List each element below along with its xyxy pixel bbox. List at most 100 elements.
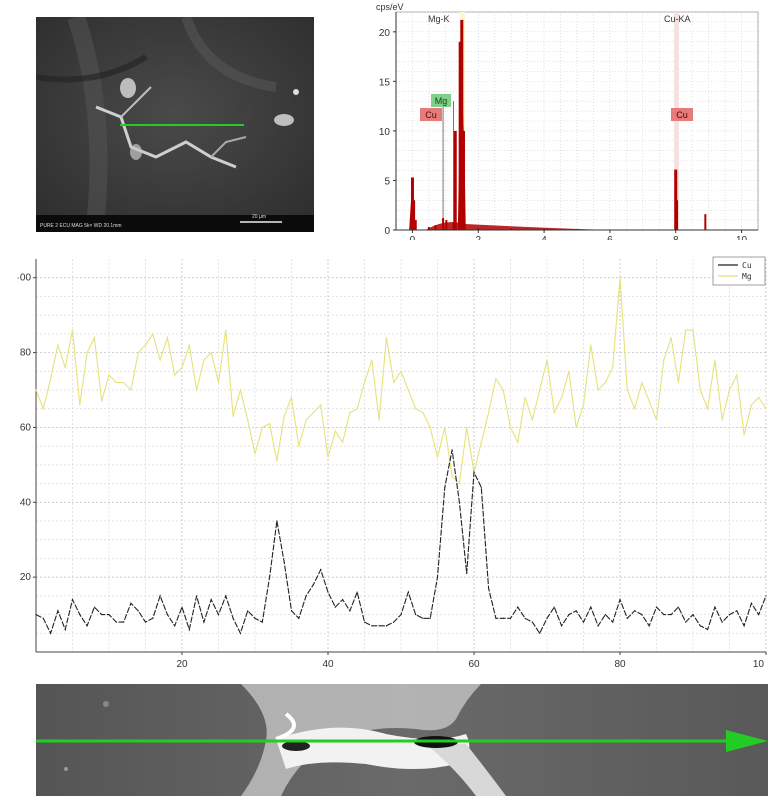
line-scan-point-mg (634, 408, 635, 409)
eds-y-tick-label: 20 (379, 28, 391, 39)
line-scan-x-tick-label: 10 (753, 659, 765, 670)
line-scan-point-cu (634, 610, 635, 611)
line-scan-point-mg (349, 412, 350, 413)
line-scan-point-mg (138, 352, 139, 353)
line-scan-point-mg (393, 382, 394, 383)
line-scan-point-cu (276, 520, 277, 521)
line-scan-point-cu (291, 610, 292, 611)
line-scan-point-cu (452, 449, 453, 450)
line-scan-point-mg (247, 419, 248, 420)
line-scan-y-tick-label: ·00 (17, 273, 32, 284)
line-scan-point-mg (233, 416, 234, 417)
line-scan-point-mg (495, 378, 496, 379)
line-scan-point-mg (503, 389, 504, 390)
line-scan-point-mg (298, 446, 299, 447)
line-scan-point-mg (546, 359, 547, 360)
eds-peak-label-cu: Cu-KA (664, 14, 691, 24)
eds-peak-label-mg: Mg-K (428, 14, 450, 24)
line-scan-point-mg (320, 404, 321, 405)
line-scan-point-mg (510, 427, 511, 428)
line-scan-point-cu (546, 618, 547, 619)
line-scan-point-cu (598, 625, 599, 626)
line-scan-point-cu (729, 614, 730, 615)
line-scan-point-mg (532, 419, 533, 420)
line-scan-point-mg (700, 389, 701, 390)
line-scan-point-cu (554, 606, 555, 607)
line-scan-point-cu (327, 592, 328, 593)
eds-spectrum-plot: 051015200246810 cps/eV Mg-K Cu-KA Cu Mg … (358, 0, 768, 240)
legend-mg-label: Mg (742, 272, 752, 281)
line-scan-point-mg (598, 389, 599, 390)
line-scan-point-mg (678, 382, 679, 383)
line-scan-point-mg (342, 442, 343, 443)
line-scan-point-cu (101, 614, 102, 615)
line-scan-point-cu (335, 606, 336, 607)
sem-micrograph-art: PURE 2 ECU MAG 5k× WD 20.1mm 20 µm (36, 17, 314, 232)
line-scan-point-mg (656, 419, 657, 420)
line-scan-point-mg (590, 344, 591, 345)
line-scan-point-cu (532, 621, 533, 622)
line-scan-point-mg (685, 330, 686, 331)
line-scan-point-cu (211, 599, 212, 600)
line-scan-point-cu (72, 599, 73, 600)
line-scan-point-mg (539, 389, 540, 390)
line-scan-point-cu (700, 625, 701, 626)
line-scan-point-cu (94, 606, 95, 607)
eds-y-tick-label: 0 (384, 226, 390, 237)
eds-y-unit: cps/eV (376, 2, 404, 12)
line-scan-point-mg (130, 389, 131, 390)
line-scan-point-mg (57, 344, 58, 345)
line-scan-point-cu (108, 614, 109, 615)
line-scan-point-cu (145, 621, 146, 622)
line-scan-point-cu (758, 614, 759, 615)
line-scan-point-cu (707, 629, 708, 630)
eds-x-tick-label: 2 (475, 235, 481, 240)
line-scan-point-cu (473, 472, 474, 473)
line-scan-point-cu (678, 606, 679, 607)
marker-cu-1-label: Cu (425, 110, 437, 120)
line-scan-point-mg (568, 371, 569, 372)
line-scan-point-mg (663, 359, 664, 360)
line-scan-point-cu (466, 573, 467, 574)
line-scan-point-mg (554, 412, 555, 413)
marker-mg-label: Mg (435, 96, 448, 106)
line-scan-point-mg (181, 367, 182, 368)
line-scan-point-mg (452, 475, 453, 476)
eds-x-tick-label: 8 (673, 235, 679, 240)
line-scan-point-mg (744, 434, 745, 435)
line-scan-point-cu (160, 595, 161, 596)
line-scan-x-tick-label: 20 (176, 659, 188, 670)
line-scan-point-mg (649, 401, 650, 402)
line-scan-point-cu (751, 603, 752, 604)
eds-x-tick-label: 10 (736, 235, 748, 240)
line-scan-point-cu (481, 487, 482, 488)
line-scan-point-mg (50, 378, 51, 379)
line-scan-point-mg (196, 389, 197, 390)
line-scan-point-mg (415, 408, 416, 409)
line-scan-point-cu (539, 633, 540, 634)
line-scan-point-cu (459, 502, 460, 503)
line-scan-point-mg (459, 483, 460, 484)
line-scan-point-mg (291, 397, 292, 398)
line-scan-point-mg (722, 419, 723, 420)
line-scan-point-mg (276, 461, 277, 462)
line-scan-point-cu (685, 621, 686, 622)
line-scan-point-mg (371, 359, 372, 360)
line-scan-point-mg (576, 427, 577, 428)
line-scan-point-cu (306, 595, 307, 596)
line-scan-point-cu (736, 610, 737, 611)
line-scan-y-tick-label: 40 (20, 497, 32, 508)
line-scan-point-mg (101, 401, 102, 402)
line-scan-point-mg (364, 382, 365, 383)
line-scan-point-mg (612, 367, 613, 368)
line-scan-point-cu (649, 625, 650, 626)
line-scan-point-mg (408, 389, 409, 390)
line-scan-point-cu (269, 577, 270, 578)
line-scan-point-mg (262, 427, 263, 428)
line-scan-point-cu (379, 625, 380, 626)
line-scan-point-cu (503, 618, 504, 619)
line-scan-point-mg (751, 404, 752, 405)
line-scan-point-cu (320, 569, 321, 570)
line-scan-point-mg (211, 352, 212, 353)
